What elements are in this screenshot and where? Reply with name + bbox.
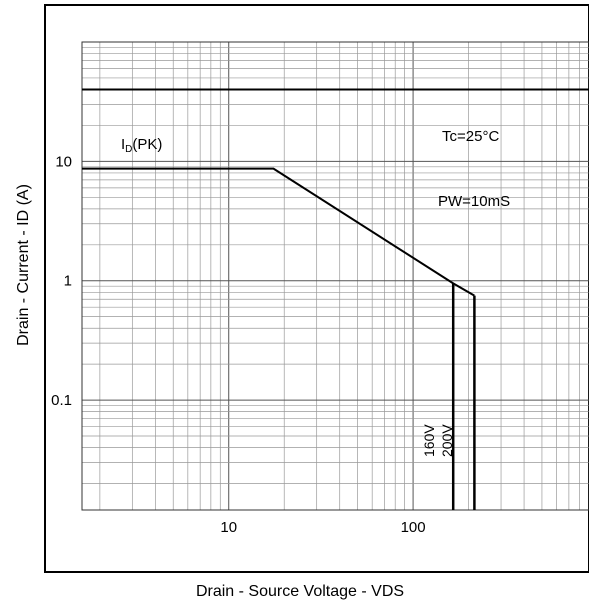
- label-160v: 160V: [421, 424, 437, 457]
- id-pk-annotation: ID(PK): [121, 136, 162, 155]
- y-axis-label: Drain - Current - ID (A): [15, 184, 32, 346]
- tick-labels: 10 100 10 1 0.1: [51, 153, 425, 536]
- grid: [81, 41, 589, 511]
- pw-annotation: PW=10mS: [438, 193, 510, 210]
- plot-area-border: [81, 41, 589, 511]
- label-200v: 200V: [439, 424, 455, 457]
- y-tick-label: 1: [64, 273, 72, 290]
- y-tick-label: 0.1: [51, 392, 72, 409]
- series-group: [82, 167, 476, 510]
- y-tick-label: 10: [55, 153, 72, 170]
- tc-annotation: Tc=25°C: [442, 128, 499, 145]
- series-line-0: [82, 167, 475, 297]
- x-tick-label: 10: [220, 519, 237, 536]
- x-axis-label: Drain - Source Voltage - VDS: [196, 583, 404, 600]
- outer-frame: [44, 4, 589, 573]
- x-tick-label: 100: [401, 519, 426, 536]
